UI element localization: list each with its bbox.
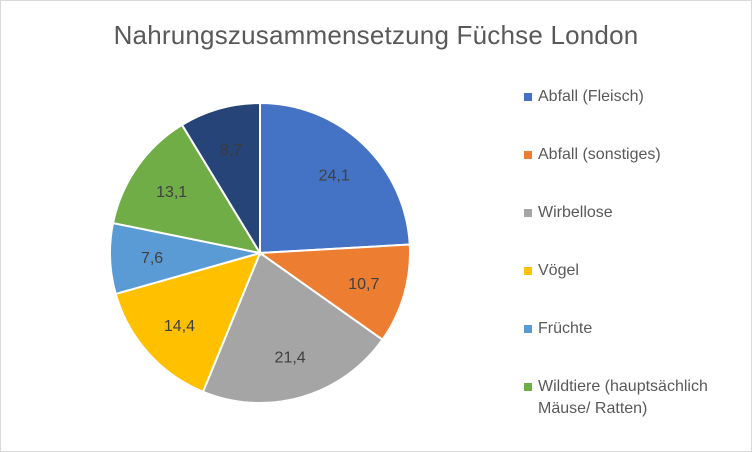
pie-slice <box>259 101 411 255</box>
legend-item: Abfall (sonstiges) <box>524 144 744 166</box>
legend-label: Vögel <box>538 262 579 279</box>
pie-slice <box>257 243 411 342</box>
data-label: 24,1 <box>319 168 350 185</box>
pie-slice <box>114 251 262 394</box>
legend-label: Abfall (sonstiges) <box>538 146 661 163</box>
pie-slice <box>201 251 384 404</box>
legend-label: Abfall (Fleisch) <box>538 88 644 105</box>
data-label: 13,1 <box>156 184 187 201</box>
legend-swatch <box>524 267 532 275</box>
legend-swatch <box>524 325 532 333</box>
legend-swatch <box>524 209 532 217</box>
legend-label: Früchte <box>538 320 593 337</box>
legend-item: Wirbellose <box>524 202 744 224</box>
legend-swatch <box>524 93 532 101</box>
pie-slice <box>180 101 261 257</box>
legend-label: Wildtiere (hauptsächlich Mäuse/ Ratten) <box>538 378 708 417</box>
data-label: 8,7 <box>220 142 242 159</box>
data-label: 7,6 <box>141 250 163 267</box>
chart-title: Nahrungszusammensetzung Füchse London <box>113 20 639 50</box>
legend-swatch <box>524 151 532 159</box>
legend-item: Abfall (Fleisch) <box>524 86 744 108</box>
legend-item: Wildtiere (hauptsächlich Mäuse/ Ratten) <box>524 376 744 420</box>
data-label: 10,7 <box>348 276 379 293</box>
legend-label: Wirbellose <box>538 204 613 221</box>
legend-swatch <box>524 383 532 391</box>
data-label: 21,4 <box>275 350 306 367</box>
data-label: 14,4 <box>164 318 195 335</box>
legend-item: Früchte <box>524 318 744 340</box>
pie-slice <box>111 123 263 255</box>
legend-item: Vögel <box>524 260 744 282</box>
